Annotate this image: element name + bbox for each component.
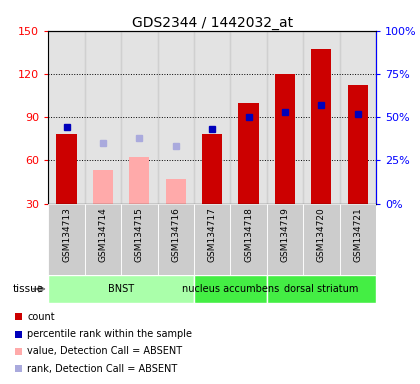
Text: BNST: BNST [108,284,134,294]
Bar [339,204,376,275]
Bar [48,275,194,303]
Bar [202,134,222,204]
Text: GSM134718: GSM134718 [244,207,253,262]
Bar [267,204,303,275]
Bar [194,204,230,275]
Title: GDS2344 / 1442032_at: GDS2344 / 1442032_at [131,16,293,30]
Bar [85,204,121,275]
Bar [348,86,368,204]
Bar [158,31,194,204]
Bar [85,31,121,204]
Text: GSM134715: GSM134715 [135,207,144,262]
Bar [275,74,295,204]
Text: GSM134720: GSM134720 [317,207,326,262]
Bar [121,31,158,204]
Bar [194,275,267,303]
Bar [121,204,158,275]
Text: GSM134713: GSM134713 [62,207,71,262]
Bar [303,31,339,204]
Bar [57,134,76,204]
Bar [48,204,85,275]
Text: value, Detection Call = ABSENT: value, Detection Call = ABSENT [27,346,182,356]
Bar [158,204,194,275]
Text: dorsal striatum: dorsal striatum [284,284,359,294]
Bar [93,170,113,204]
Bar [239,103,259,204]
Text: GSM134714: GSM134714 [98,207,108,262]
Text: nucleus accumbens: nucleus accumbens [182,284,279,294]
Bar [267,31,303,204]
Text: GSM134716: GSM134716 [171,207,180,262]
Bar [303,204,339,275]
Bar [129,157,150,204]
Text: count: count [27,312,55,322]
Bar [230,204,267,275]
Bar [230,31,267,204]
Bar [194,31,230,204]
Text: GSM134721: GSM134721 [353,207,362,262]
Bar [165,179,186,204]
Text: tissue: tissue [13,284,44,294]
Text: GSM134719: GSM134719 [281,207,289,262]
Text: GSM134717: GSM134717 [207,207,217,262]
Text: percentile rank within the sample: percentile rank within the sample [27,329,192,339]
Bar [267,275,376,303]
Bar [48,31,85,204]
Text: rank, Detection Call = ABSENT: rank, Detection Call = ABSENT [27,364,178,374]
Bar [339,31,376,204]
Bar [311,50,331,204]
